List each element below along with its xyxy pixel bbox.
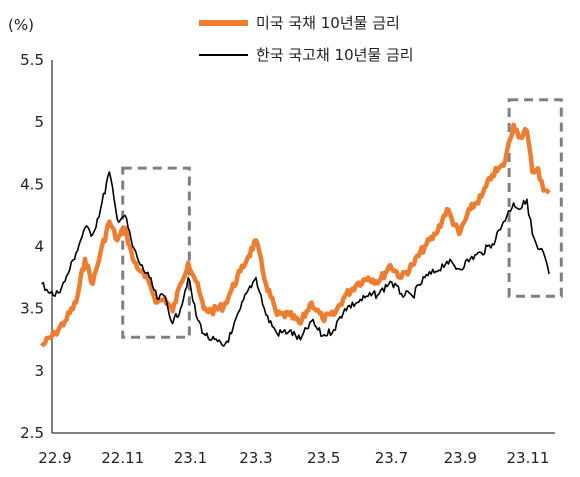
kr-treasury-10y-line bbox=[41, 171, 550, 347]
us-treasury-10y-line bbox=[40, 122, 551, 348]
x-tick-label: 22.9 bbox=[38, 449, 71, 467]
y-tick-label: 5 bbox=[34, 113, 44, 131]
legend: 미국 국채 10년물 금리 한국 국고채 10년물 금리 bbox=[199, 14, 414, 64]
x-tick-label: 22.11 bbox=[101, 449, 144, 467]
annotation-boxes bbox=[121, 98, 563, 339]
legend-label-kr: 한국 국고채 10년물 금리 bbox=[256, 46, 414, 64]
y-tick-labels: 2.5 3 3.5 4 4.5 5 5.5 bbox=[20, 51, 44, 442]
x-tick-label: 23.5 bbox=[307, 449, 340, 467]
annotation-box bbox=[507, 98, 563, 298]
y-tick-label: 3 bbox=[34, 362, 44, 380]
y-tick-label: 5.5 bbox=[20, 51, 44, 69]
legend-label-us: 미국 국채 10년물 금리 bbox=[256, 14, 400, 32]
y-tick-label: 3.5 bbox=[20, 300, 44, 318]
y-tick-label: 4.5 bbox=[20, 175, 44, 193]
x-tick-label: 23.1 bbox=[174, 449, 207, 467]
x-tick-label: 23.3 bbox=[239, 449, 272, 467]
x-tick-labels: 22.9 22.11 23.1 23.3 23.5 23.7 23.9 23.11 bbox=[38, 449, 549, 467]
x-tick-label: 23.9 bbox=[444, 449, 477, 467]
annotation-box bbox=[121, 166, 191, 339]
y-tick-label: 2.5 bbox=[20, 424, 44, 442]
x-tick-label: 23.7 bbox=[375, 449, 408, 467]
unit-label: (%) bbox=[8, 16, 34, 34]
series-lines bbox=[40, 122, 551, 348]
x-tick-label: 23.11 bbox=[507, 449, 550, 467]
y-tick-label: 4 bbox=[34, 238, 44, 256]
